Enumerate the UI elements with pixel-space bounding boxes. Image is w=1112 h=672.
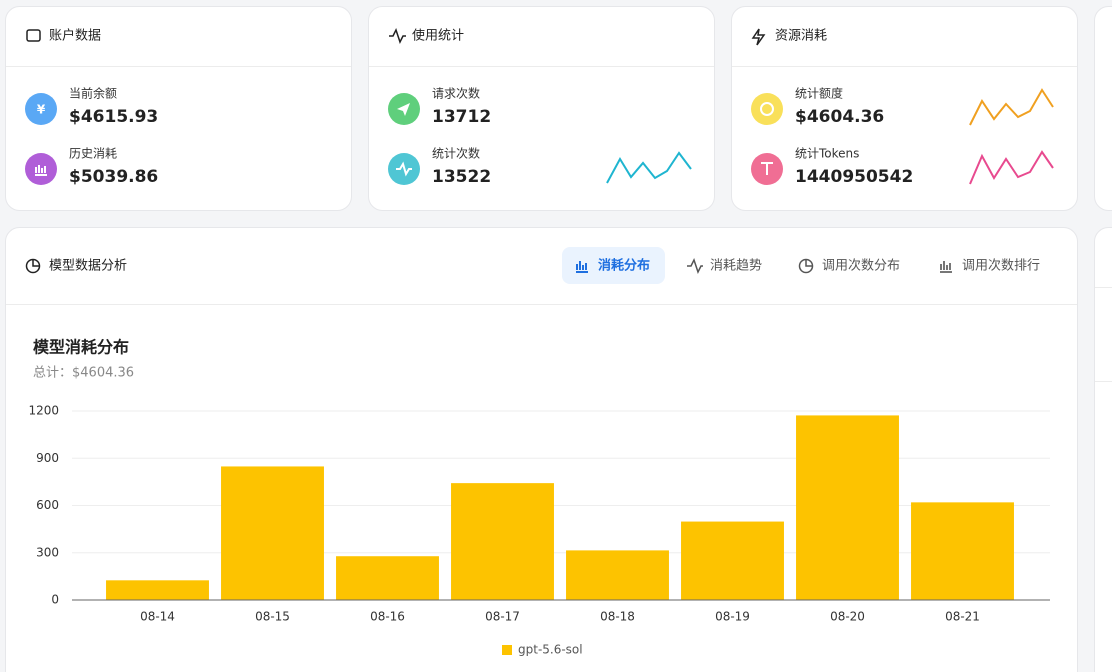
card-bg <box>5 6 352 211</box>
icon-glyph <box>397 103 410 116</box>
bar <box>221 466 324 600</box>
partial-card <box>1094 6 1112 211</box>
partial-card <box>1094 227 1112 672</box>
x-tick-label: 08-21 <box>945 610 980 624</box>
sparkline <box>606 151 692 184</box>
stat-value: 13522 <box>432 167 491 187</box>
stat-label: 统计次数 <box>432 146 480 161</box>
stat-label: 统计额度 <box>795 86 843 101</box>
chart-title: 模型消耗分布 <box>33 338 129 357</box>
tab[interactable]: 消耗趋势 <box>687 258 762 274</box>
stat-label: 当前余额 <box>69 86 117 101</box>
tab-bg <box>562 247 665 284</box>
tab[interactable]: 调用次数分布 <box>798 258 901 274</box>
x-tick-label: 08-14 <box>140 610 175 624</box>
icon-glyph <box>760 102 774 116</box>
stat-label: 历史消耗 <box>69 147 117 161</box>
stat-label: 请求次数 <box>432 86 480 101</box>
quota-icon <box>751 93 783 125</box>
icon-glyph <box>35 165 47 176</box>
y-tick-label: 300 <box>36 545 59 559</box>
bar <box>566 550 669 600</box>
tab-active[interactable]: 消耗分布 <box>562 247 665 284</box>
wallet-icon <box>26 29 41 42</box>
stat-value: $4604.36 <box>795 107 884 127</box>
tab-label[interactable]: 消耗趋势 <box>710 258 762 274</box>
bar <box>336 556 439 600</box>
bar <box>106 580 209 600</box>
sparkline <box>969 150 1054 185</box>
tab-icon <box>576 261 588 273</box>
card-bg <box>368 6 715 211</box>
x-tick-label: 08-20 <box>830 610 865 624</box>
legend-label: gpt-5.6-sol <box>518 643 583 657</box>
card-bg <box>731 6 1078 211</box>
stat-value: $5039.86 <box>69 167 158 187</box>
x-tick-label: 08-19 <box>715 610 750 624</box>
tab-label[interactable]: 调用次数分布 <box>822 258 900 274</box>
plot: 0 300 600 900 1200 08-14 08-15 08-16 08-17 08-18 0… <box>28 404 1050 657</box>
card-usage: 使用统计 请求次数 13712 统计次数 13522 <box>368 6 715 211</box>
card-title: 资源消耗 <box>775 29 827 44</box>
stat-value: 1440950542 <box>795 167 913 187</box>
y-tick-label: 1200 <box>28 404 59 418</box>
icon-glyph <box>396 161 412 177</box>
card-title: 模型数据分析 <box>49 259 127 274</box>
bar <box>451 483 554 600</box>
legend-swatch <box>502 645 512 655</box>
y-tick-label: 600 <box>36 498 59 512</box>
bolt-icon <box>751 28 766 46</box>
card-bg <box>5 227 1078 672</box>
pie-icon <box>32 259 40 267</box>
y-tick-label: 900 <box>36 451 59 465</box>
tab-icon <box>805 259 813 267</box>
y-tick-label: 0 <box>51 593 59 607</box>
card-account: 账户数据 ¥ 当前余额 $4615.93 历史消耗 $5039.86 <box>5 6 352 211</box>
card-resource: 资源消耗 统计额度 $4604.36 统计Tokens 1440950542 <box>731 6 1078 211</box>
x-tick-label: 08-17 <box>485 610 520 624</box>
icon-glyph <box>761 162 773 175</box>
x-tick-label: 08-18 <box>600 610 635 624</box>
chart-subtitle: 总计：$4604.36 <box>33 366 134 381</box>
icon-glyph: ¥ <box>37 103 46 117</box>
bar <box>681 521 784 600</box>
card-title: 账户数据 <box>49 28 101 44</box>
x-tick-label: 08-15 <box>255 610 290 624</box>
tab-label[interactable]: 调用次数排行 <box>962 258 1040 274</box>
stat-label: 统计Tokens <box>795 147 859 161</box>
balance-icon <box>25 93 57 125</box>
pulse-icon <box>389 28 406 44</box>
x-tick-label: 08-16 <box>370 610 405 624</box>
analysis-card: 模型数据分析 消耗分布 消耗趋势 调用次数分布 调用次数排行 模型消耗分布 总计… <box>5 227 1078 672</box>
tab[interactable]: 调用次数排行 <box>940 258 1040 274</box>
sparkline <box>969 88 1054 126</box>
tab-label[interactable]: 消耗分布 <box>598 258 650 274</box>
stat-value: 13712 <box>432 107 491 127</box>
tab-icon <box>687 258 703 274</box>
bar <box>796 415 899 600</box>
bar <box>911 502 1014 600</box>
stat-value: $4615.93 <box>69 107 158 127</box>
card-title: 使用统计 <box>412 28 464 44</box>
tab-icon <box>940 261 952 273</box>
